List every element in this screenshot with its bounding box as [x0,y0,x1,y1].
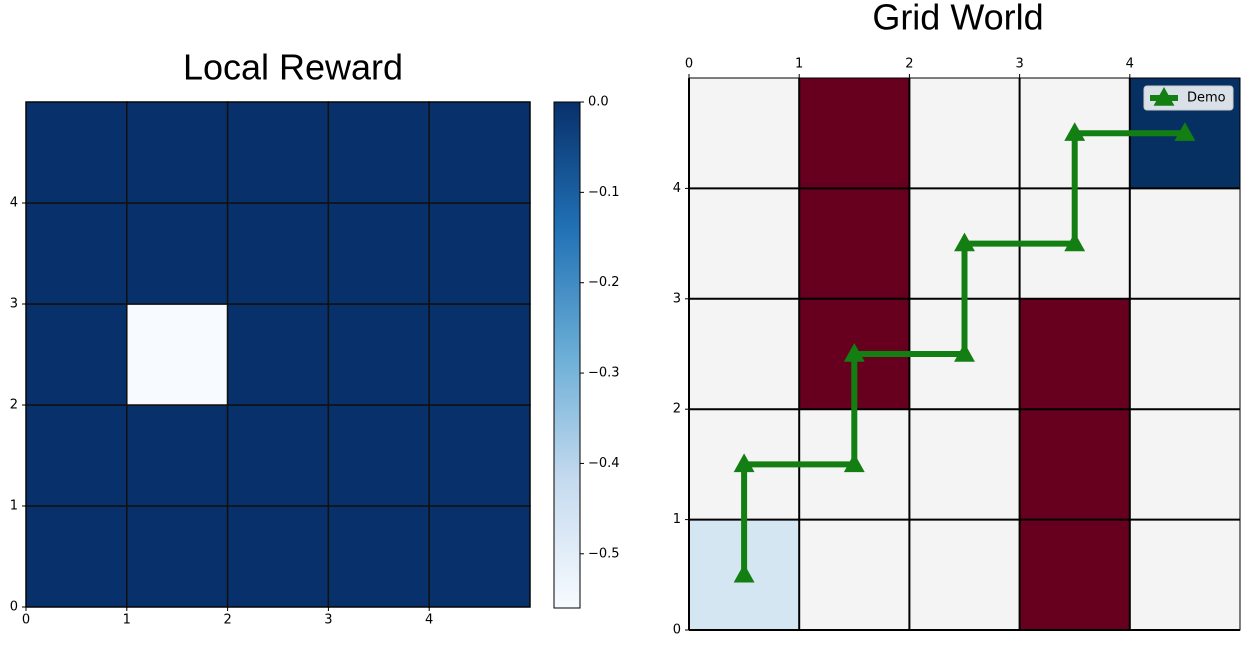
grid-cell [799,519,910,630]
grid-cell [909,519,1020,630]
x-tick-label: 1 [795,57,803,72]
x-tick-label: 0 [685,57,693,72]
x-tick-label: 4 [425,613,433,628]
colorbar-tick-label: −0.1 [588,185,620,200]
y-tick-label: 0 [673,623,681,638]
heatmap-cell [25,404,128,507]
grid-cell [1019,519,1130,630]
y-tick-label: 4 [673,181,681,196]
heatmap-cell [226,202,330,305]
legend-marker [1153,87,1175,106]
y-tick-label: 0 [10,600,18,615]
grid-cell [909,409,1020,520]
grid-cell [1019,409,1130,520]
heatmap-cell [327,101,430,204]
heatmap-cell [25,505,128,608]
x-tick-label: 3 [1015,57,1023,72]
x-tick-label: 2 [905,57,913,72]
plot-frame [688,77,1241,631]
grid-cell [909,78,1020,189]
heatmap-cell [226,101,330,204]
plot-frame [25,101,531,608]
demo-marker [843,453,865,473]
demo-marker [1174,122,1196,141]
colorbar-tick-label: −0.5 [588,546,620,561]
legend-label: Demo [1187,91,1226,106]
colorbar-tick-label: 0.0 [588,95,609,110]
heatmap-cell [126,303,229,406]
heatmap-cell [327,303,430,406]
demo-marker [1064,122,1086,141]
heatmap-cell [25,101,128,204]
grid-cell [1019,298,1130,410]
x-tick-label: 0 [22,613,30,628]
demo-marker [954,343,975,362]
demo-marker [954,232,975,252]
heatmap-cell [25,303,128,406]
colorbar [553,101,581,609]
heatmap-cell [126,202,229,305]
colorbar-tick-label: −0.4 [588,456,620,471]
x-tick-label: 2 [223,613,231,628]
y-tick-label: 4 [10,196,18,211]
heatmap-cell [428,101,531,204]
heatmap-cell [428,404,531,507]
y-tick-label: 3 [673,291,681,306]
demo-marker [1064,232,1086,252]
x-tick-label: 4 [1126,57,1134,72]
heatmap-cell [428,505,531,608]
heatmap-cell [428,202,531,305]
heatmap-cell [126,505,229,608]
grid-cell [1129,298,1240,410]
grid-cell [689,298,800,410]
demo-marker [843,343,865,362]
heatmap-cell [327,202,430,305]
grid-cell [1129,188,1240,299]
y-tick-label: 2 [673,402,681,417]
heatmap-cell [25,202,128,305]
grid-cell [689,78,800,189]
heatmap-cell [226,404,330,507]
grid-cell [689,188,800,299]
y-tick-label: 2 [10,398,18,413]
colorbar-tick-label: −0.2 [588,275,620,290]
grid-cell [1129,519,1240,630]
heatmap-cell [126,101,229,204]
y-tick-label: 1 [10,499,18,514]
chart-title: Grid World [872,0,1043,38]
colorbar-tick-label: −0.3 [588,366,620,381]
heatmap-cell [327,505,430,608]
heatmap-cell [428,303,531,406]
heatmap-cell [226,303,330,406]
y-tick-label: 1 [673,512,681,527]
grid-cell [1129,409,1240,520]
grid-cell [799,188,910,299]
grid-cell [799,78,910,189]
x-tick-label: 3 [324,613,332,628]
demo-marker [733,453,755,473]
demo-marker [733,563,755,583]
heatmap-cell [226,505,330,608]
x-tick-label: 1 [123,613,131,628]
chart-title: Local Reward [183,47,403,88]
y-tick-label: 3 [10,297,18,312]
heatmap-cell [126,404,229,507]
heatmap-cell [327,404,430,507]
